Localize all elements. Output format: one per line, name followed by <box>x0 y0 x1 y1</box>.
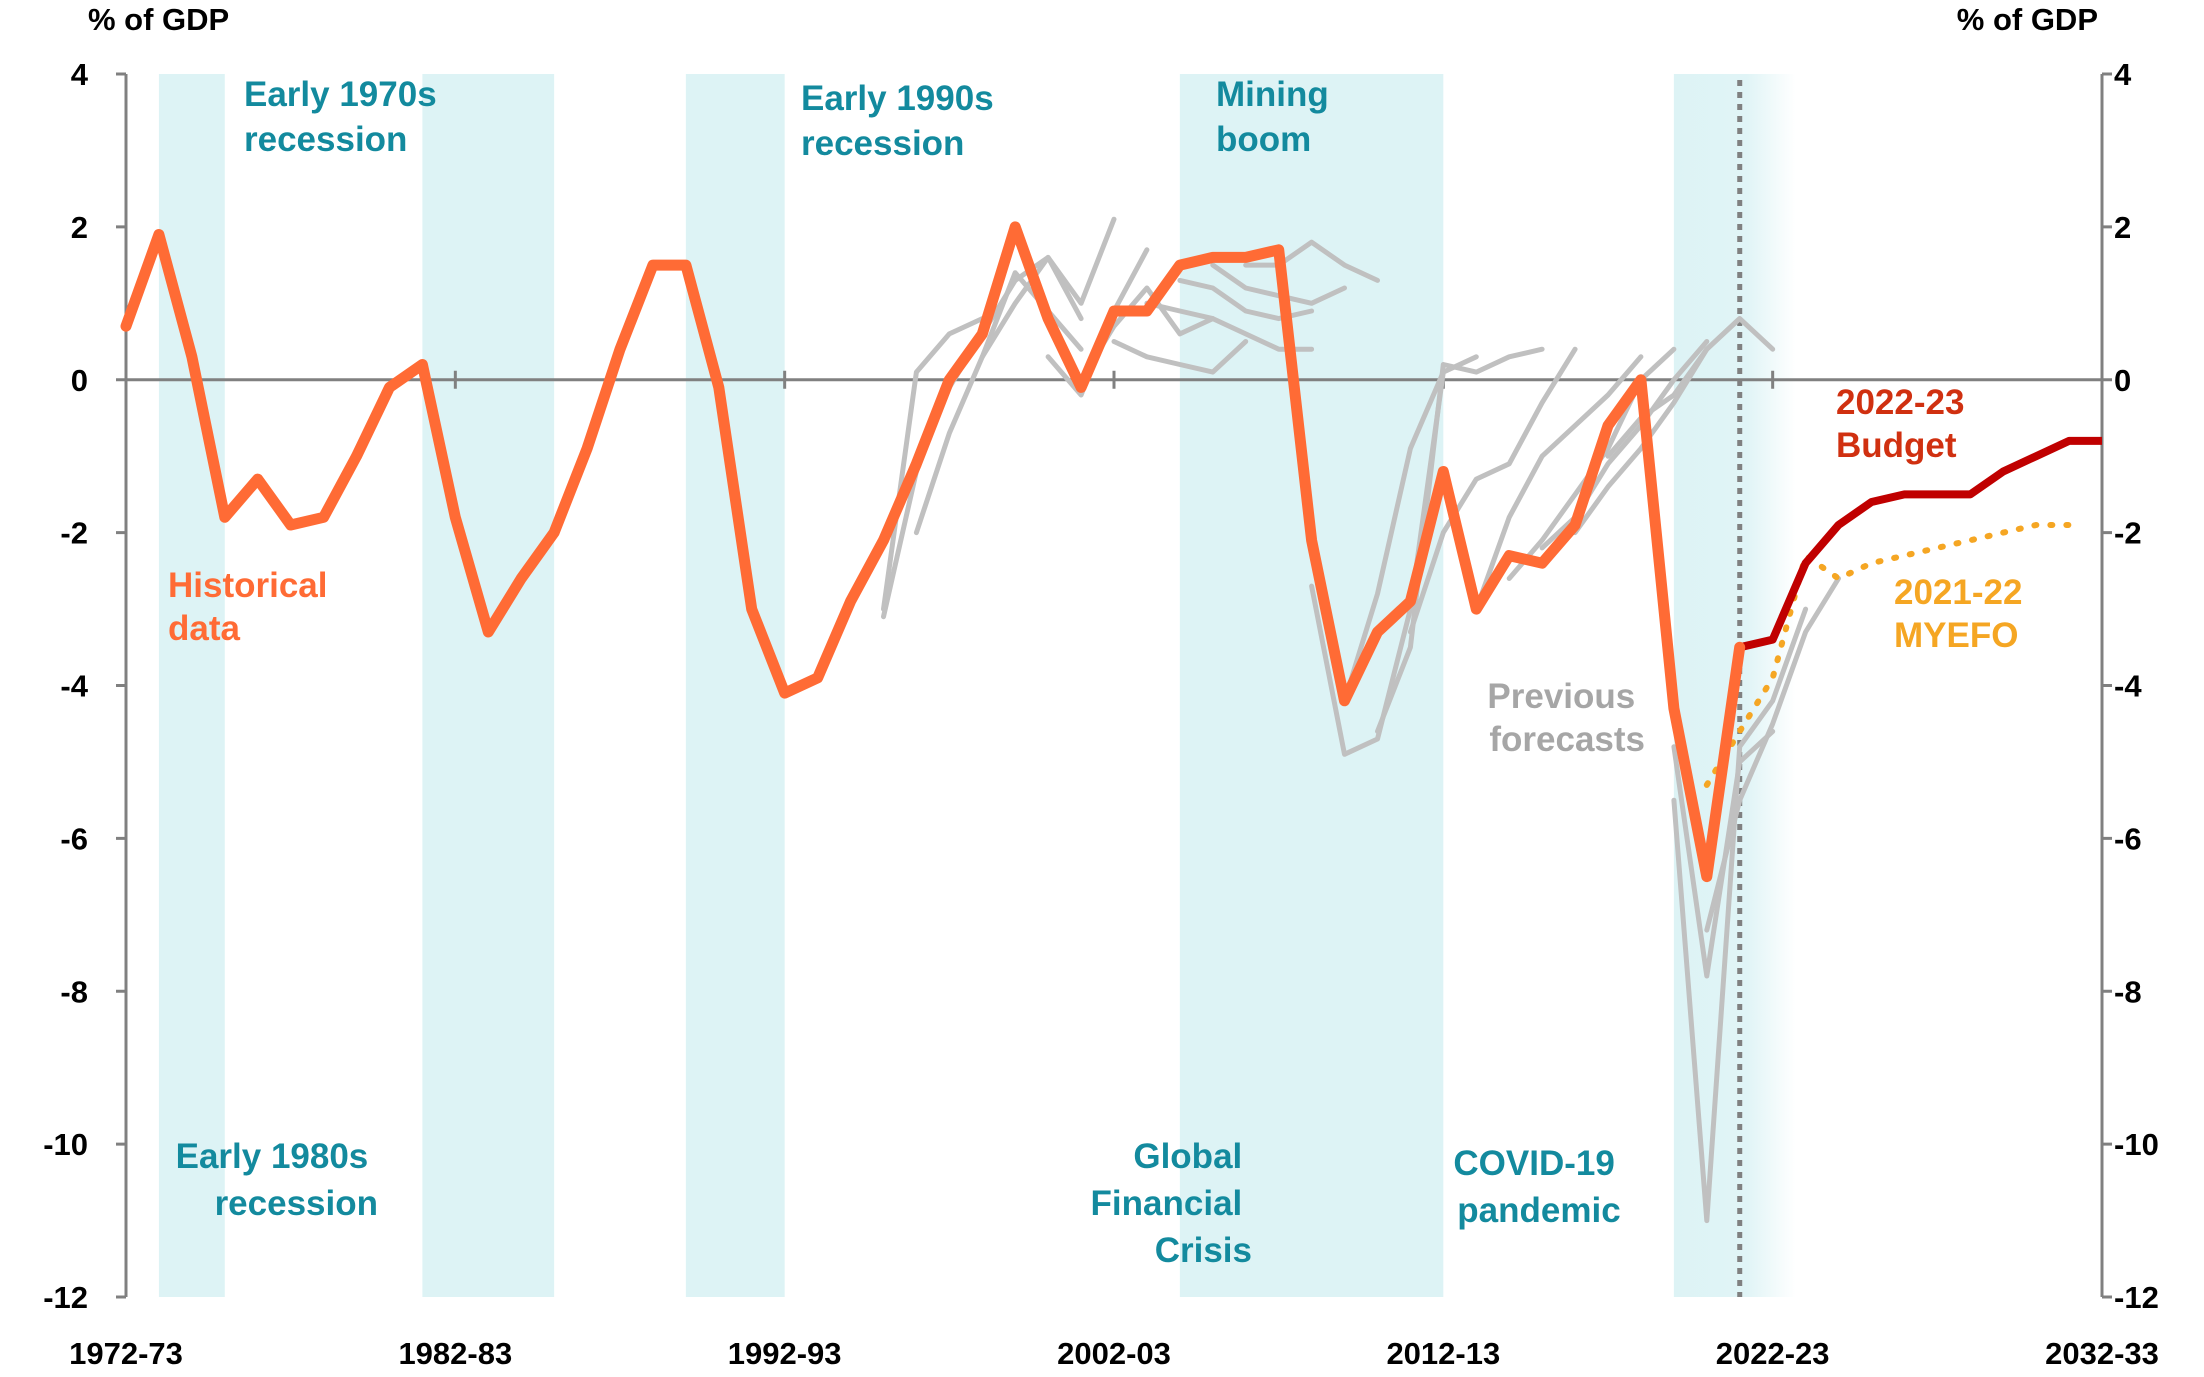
y-tick-label-right-3: -2 <box>2114 516 2142 551</box>
x-tick-label-3: 2002-03 <box>1057 1336 1171 1371</box>
previous-forecast-line-5 <box>1045 247 1150 398</box>
annotation-early-1970s: Early 1970s recession <box>244 75 446 159</box>
annotation-previous-forecasts-line2: forecasts <box>1489 720 1645 759</box>
y-tick-label-right-4: -4 <box>2114 669 2142 704</box>
x-tick-label-4: 2012-13 <box>1386 1336 1500 1371</box>
annotation-budget-line2: Budget <box>1836 426 1957 465</box>
previous-forecast-line-15 <box>1407 346 1578 635</box>
annotation-gfc-line3: Crisis <box>1155 1231 1252 1270</box>
previous-forecast-lines <box>881 216 1841 1224</box>
annotation-budget-line1: 2022-23 <box>1836 383 1964 422</box>
x-tick-label-2: 1992-93 <box>728 1336 842 1371</box>
y-tick-label-left-8: -12 <box>43 1280 88 1315</box>
historical-line <box>120 221 1746 883</box>
annotation-myefo-line2: MYEFO <box>1894 616 2018 655</box>
previous-forecast-line-14 <box>1375 346 1545 734</box>
ticks: 4 4 2 2 0 0 -2 -2 -4 -4 -6 -6 -8 -8 -10 -10 -12 -12 1972-7… <box>43 57 2159 1371</box>
shaded-period-2 <box>422 74 555 1297</box>
left-y-unit: % of GDP <box>88 2 229 37</box>
previous-forecast-line-18 <box>1539 339 1710 551</box>
y-tick-label-right-8: -12 <box>2114 1280 2159 1315</box>
annotations: Early 1970s recession Early 1990s recess… <box>168 75 2032 1270</box>
annotation-myefo-line1: 2021-22 <box>1894 573 2022 612</box>
y-tick-label-right-0: 4 <box>2114 57 2132 92</box>
y-tick-label-right-1: 2 <box>2114 210 2131 245</box>
previous-forecast-line-12 <box>1309 369 1446 757</box>
y-tick-label-left-2: 0 <box>71 363 88 398</box>
annotation-early-1980s-line1: Early 1980s <box>176 1137 369 1176</box>
y-tick-label-right-5: -6 <box>2114 821 2142 856</box>
annotation-early-1990s: Early 1990s recession <box>801 79 1003 163</box>
x-tick-label-5: 2022-23 <box>1716 1336 1830 1371</box>
y-tick-label-right-7: -10 <box>2114 1127 2159 1162</box>
annotation-previous-forecasts: Previous forecasts <box>1487 677 1645 759</box>
annotation-covid-line2: pandemic <box>1457 1191 1620 1230</box>
previous-forecast-line-20 <box>1605 316 1776 459</box>
annotation-gfc-line1: Global <box>1133 1137 1242 1176</box>
previous-forecast-line-23 <box>1704 576 1841 933</box>
annotation-covid-line1: COVID-19 <box>1453 1144 1614 1183</box>
annotation-early-1990s-line1: Early 1990s <box>801 79 994 118</box>
x-tick-label-0: 1972-73 <box>69 1336 183 1371</box>
previous-forecast-line-7 <box>1111 339 1249 375</box>
myefo-line <box>1703 522 2073 788</box>
right-y-unit: % of GDP <box>1957 2 2098 37</box>
shaded-period-3 <box>685 74 785 1297</box>
annotation-gfc-line2: Financial <box>1091 1184 1243 1223</box>
annotation-early-1990s-line2: recession <box>801 124 964 163</box>
annotation-historical-line2: data <box>168 609 241 648</box>
previous-forecast-line-4 <box>979 216 1117 360</box>
annotation-mining-boom: Mining boom <box>1216 75 1338 159</box>
previous-forecast-line-16 <box>1473 354 1644 612</box>
annotation-gfc: Global Financial Crisis <box>1091 1137 1252 1270</box>
annotation-previous-forecasts-line1: Previous <box>1487 677 1635 716</box>
annotation-early-1970s-line1: Early 1970s <box>244 75 437 114</box>
budget-line <box>1738 436 2102 652</box>
annotation-mining-boom-line2: boom <box>1216 120 1311 159</box>
y-tick-label-left-4: -4 <box>60 669 88 704</box>
x-tick-label-6: 2032-33 <box>2045 1336 2159 1371</box>
y-tick-label-left-3: -2 <box>60 516 88 551</box>
y-tick-label-left-7: -10 <box>43 1127 88 1162</box>
previous-forecast-line-11 <box>1243 239 1380 283</box>
annotation-myefo: 2021-22 MYEFO <box>1894 573 2032 655</box>
y-tick-label-left-1: 2 <box>71 210 88 245</box>
annotation-historical: Historical data <box>168 566 337 648</box>
annotation-budget: 2022-23 Budget <box>1836 383 1974 465</box>
y-tick-label-left-5: -6 <box>60 821 88 856</box>
previous-forecast-line-21 <box>1671 606 1809 1224</box>
annotation-early-1980s: Early 1980s recession <box>176 1137 378 1223</box>
x-tick-label-1: 1982-83 <box>398 1336 512 1371</box>
annotation-covid: COVID-19 pandemic <box>1453 1144 1624 1230</box>
previous-forecast-line-8 <box>1144 300 1315 352</box>
y-tick-label-right-6: -8 <box>2114 974 2142 1009</box>
y-tick-label-right-2: 0 <box>2114 363 2131 398</box>
main-series <box>120 221 2102 883</box>
annotation-historical-line1: Historical <box>168 566 328 605</box>
annotation-early-1980s-line2: recession <box>215 1184 378 1223</box>
y-tick-label-left-0: 4 <box>71 57 89 92</box>
annotation-mining-boom-line1: Mining <box>1216 75 1329 114</box>
y-tick-label-left-6: -8 <box>60 974 88 1009</box>
annotation-early-1970s-line2: recession <box>244 120 407 159</box>
